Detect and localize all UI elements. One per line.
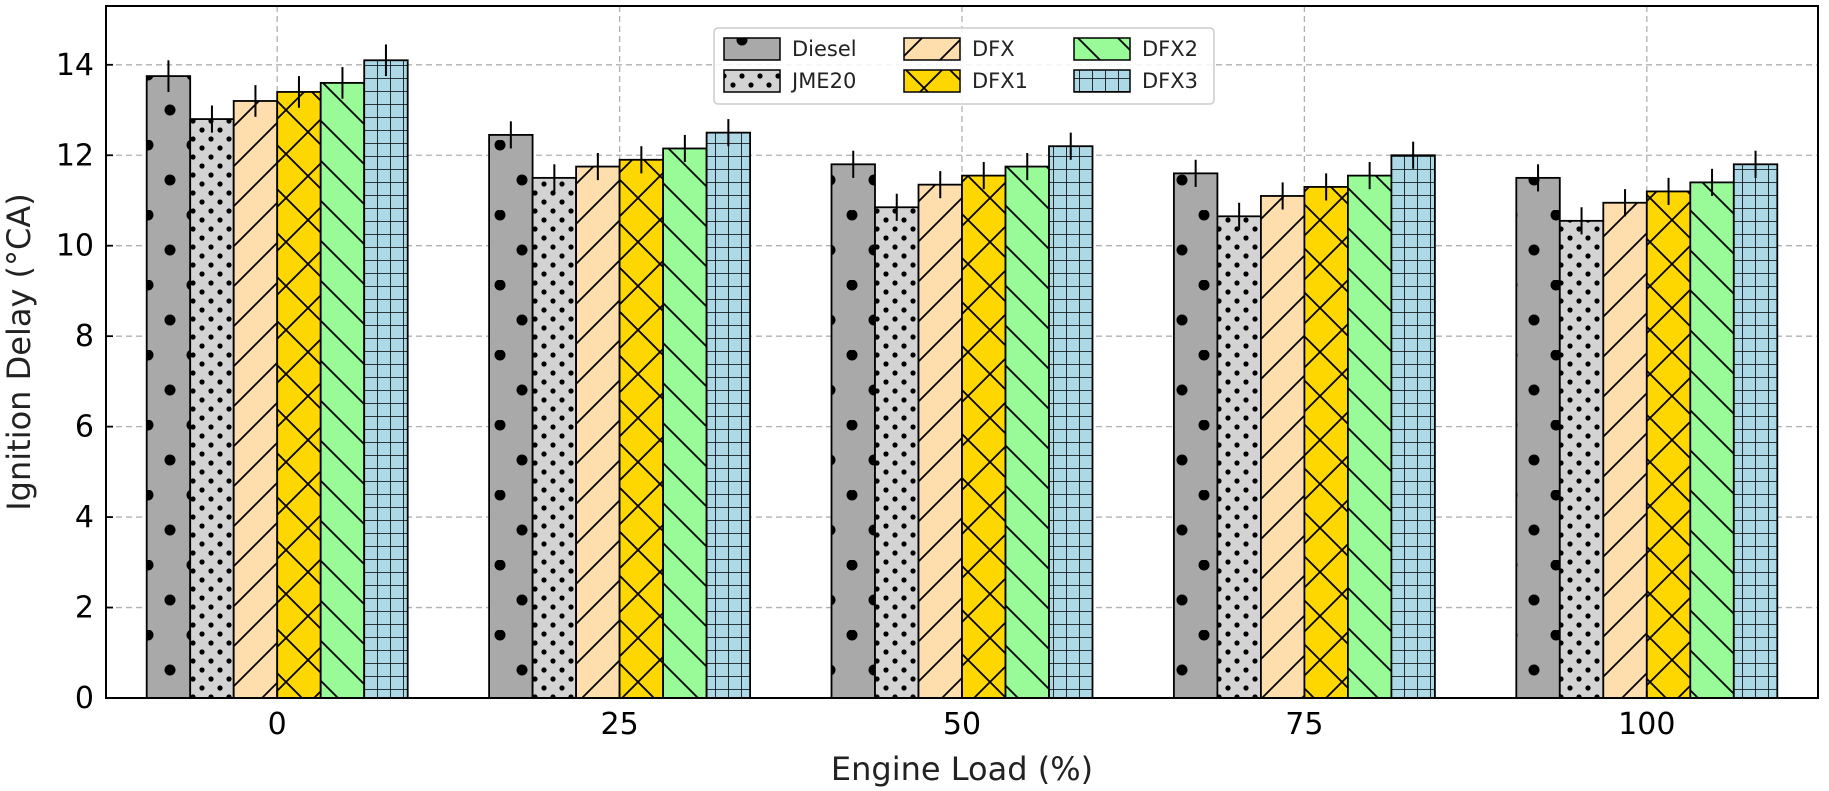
legend-dfx2-swatch — [1073, 37, 1131, 61]
bar-jme20-75 — [1216, 215, 1262, 699]
bar-dfx3-100 — [1732, 163, 1779, 699]
error-bars — [167, 44, 1757, 235]
bar-dfx-75 — [1260, 195, 1306, 699]
bar-diesel-0 — [145, 75, 192, 699]
bar-jme20-0 — [189, 118, 235, 699]
legend-dfx3-label: DFX3 — [1142, 69, 1198, 93]
legend: Diesel JME20 DFX DFX1 DFX2 DFX3 — [713, 27, 1215, 105]
legend-dfx3-swatch — [1073, 69, 1131, 93]
bar-dfx1-50 — [961, 174, 1007, 699]
bar-dfx2-25 — [662, 147, 708, 699]
legend-dfx1-label: DFX1 — [972, 69, 1028, 93]
bar-dfx2-0 — [319, 81, 366, 699]
bar-dfx1-75 — [1303, 186, 1349, 699]
bar-dfx2-50 — [1004, 165, 1050, 699]
bar-dfx2-100 — [1689, 181, 1735, 699]
y-tick-label: 2 — [75, 591, 94, 626]
x-axis-title: Engine Load (%) — [831, 750, 1093, 788]
bar-dfx-25 — [575, 165, 621, 699]
x-tick-label: 75 — [1285, 707, 1323, 742]
legend-box — [713, 27, 1215, 105]
bar-dfx-100 — [1602, 201, 1648, 699]
bar-dfx2-75 — [1347, 174, 1393, 699]
bar-dfx1-100 — [1645, 190, 1692, 699]
bar-dfx-0 — [232, 100, 279, 699]
bar-diesel-25 — [488, 134, 534, 699]
legend-diesel-swatch — [723, 37, 781, 61]
y-tick-label: 10 — [56, 229, 94, 264]
y-tick-label: 12 — [56, 138, 94, 173]
legend-jme20-label: JME20 — [790, 69, 856, 93]
y-tick-label: 0 — [75, 681, 94, 716]
bar-jme20-100 — [1558, 219, 1605, 699]
bar-diesel-50 — [830, 163, 876, 699]
legend-diesel-label: Diesel — [792, 37, 857, 61]
x-tick-label: 50 — [943, 707, 981, 742]
x-axis-ticks: 0 25 50 75 100 — [268, 691, 1675, 742]
bar-dfx3-75 — [1390, 154, 1436, 699]
bar-dfx1-25 — [618, 158, 664, 699]
bar-dfx-50 — [917, 183, 963, 699]
y-tick-label: 8 — [75, 319, 94, 354]
legend-dfx-swatch — [903, 37, 961, 61]
y-axis-title: Ignition Delay (°CA) — [0, 193, 38, 511]
legend-dfx2-label: DFX2 — [1142, 37, 1198, 61]
y-tick-label: 14 — [56, 48, 94, 83]
bar-diesel-75 — [1173, 172, 1219, 699]
y-tick-label: 4 — [75, 500, 94, 535]
legend-dfx-label: DFX — [972, 37, 1015, 61]
legend-jme20-swatch — [723, 69, 781, 93]
legend-dfx1-swatch — [903, 69, 961, 93]
bar-jme20-50 — [874, 206, 920, 699]
bar-diesel-100 — [1515, 176, 1561, 699]
bar-jme20-25 — [531, 176, 577, 699]
x-tick-label: 25 — [601, 707, 639, 742]
y-tick-label: 6 — [75, 410, 94, 445]
x-tick-label: 0 — [268, 707, 287, 742]
bar-dfx3-0 — [363, 59, 409, 699]
bars — [145, 59, 1779, 699]
x-tick-label: 100 — [1618, 707, 1675, 742]
bar-dfx3-25 — [705, 131, 751, 699]
y-axis-ticks: 0 2 4 6 8 10 12 14 — [56, 48, 113, 716]
bar-dfx1-0 — [276, 91, 322, 699]
bar-dfx3-50 — [1048, 145, 1094, 699]
